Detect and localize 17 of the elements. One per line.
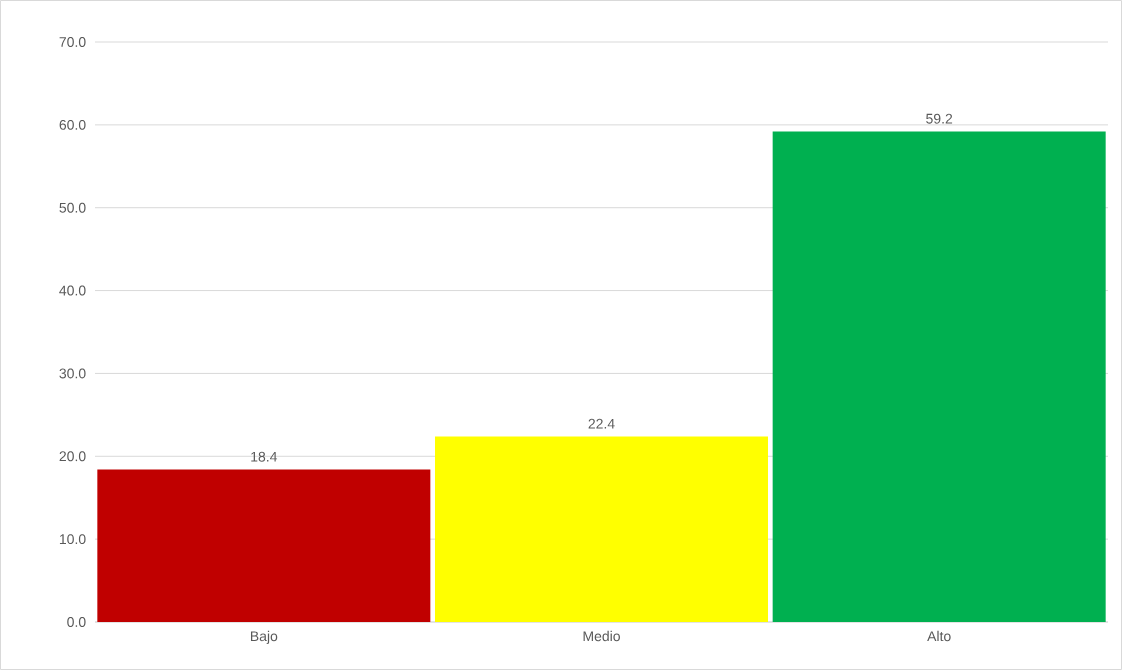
y-tick-label: 10.0 <box>59 534 86 545</box>
data-label: 18.4 <box>251 451 278 462</box>
y-tick-label: 30.0 <box>59 368 86 379</box>
y-tick-label: 0.0 <box>67 617 86 627</box>
data-label: 22.4 <box>588 418 615 429</box>
data-label: 59.2 <box>926 113 953 124</box>
y-tick-label: 60.0 <box>59 119 86 130</box>
bar <box>97 469 431 622</box>
bar <box>772 131 1106 622</box>
y-tick-label: 70.0 <box>59 37 86 47</box>
y-tick-label: 50.0 <box>59 202 86 213</box>
x-tick-label: Alto <box>927 630 951 642</box>
y-tick-label: 40.0 <box>59 285 86 296</box>
x-tick-label: Medio <box>583 630 620 642</box>
x-tick-label: Bajo <box>250 630 278 644</box>
y-tick-label: 20.0 <box>59 451 86 462</box>
bar <box>435 436 768 622</box>
